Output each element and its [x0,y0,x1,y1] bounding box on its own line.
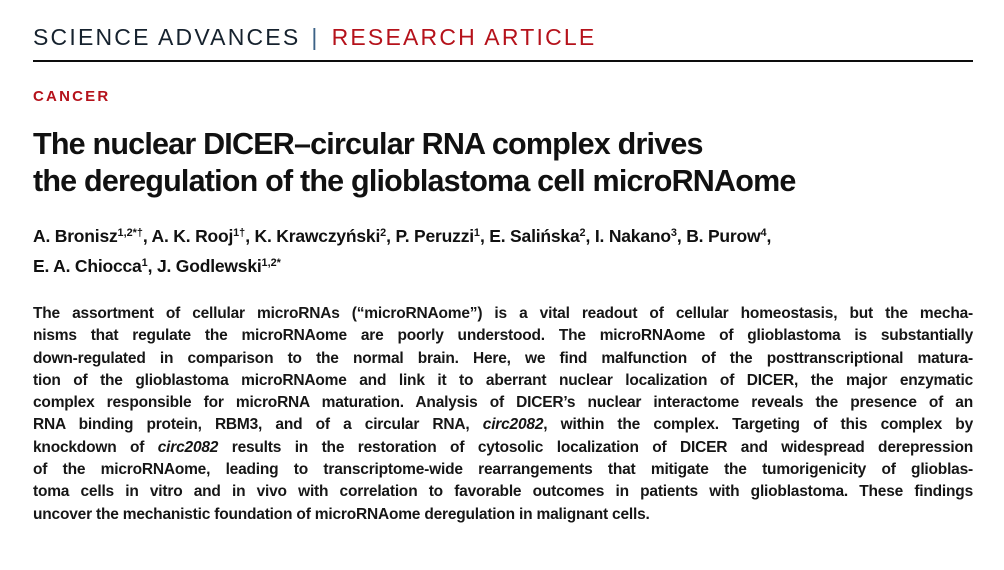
title-line-2: the deregulation of the glioblastoma cel… [33,164,796,198]
text-segment: , A. K. Rooj [142,226,234,246]
text-segment: uncover the mechanistic foundation of mi… [33,505,650,523]
abstract-line: knockdown of circ2082 results in the res… [33,437,973,459]
affiliation-superscript: 3 [670,227,677,240]
subject-category: CANCER [33,88,111,105]
italic-text: circ2082 [482,416,544,434]
affiliation-superscript: 2 [380,227,387,240]
text-segment: complex responsible for microRNA maturat… [33,394,973,412]
masthead: SCIENCE ADVANCES | RESEARCH ARTICLE [33,26,973,49]
abstract: The assortment of cellular microRNAs (“m… [33,303,973,526]
abstract-line: down-regulated in comparison to the norm… [33,348,973,370]
article-title: The nuclear DICER–circular RNA complex d… [33,126,973,200]
affiliation-superscript: 2 [579,227,586,240]
text-segment: of the microRNAome, leading to transcrip… [33,461,973,479]
masthead-separator: | [311,24,320,50]
text-segment: , B. Purow [676,226,761,246]
text-segment: tion of the glioblastoma microRNAome and… [33,371,973,389]
text-segment: The assortment of cellular microRNAs (“m… [33,305,973,322]
affiliation-superscript: 1 [473,227,480,240]
journal-name: SCIENCE ADVANCES [33,24,301,50]
affiliation-superscript: 4 [760,227,767,240]
text-segment: nisms that regulate the microRNAome are … [33,327,973,345]
text-segment: A. Bronisz [33,226,118,246]
text-segment: , J. Godlewski [147,256,262,276]
affiliation-superscript: 1,2*† [117,227,143,240]
author-line: E. A. Chiocca1, J. Godlewski1,2* [33,253,973,283]
text-segment: , P. Peruzzi [386,226,474,246]
abstract-line: of the microRNAome, leading to transcrip… [33,459,973,481]
author-line: A. Bronisz1,2*†, A. K. Rooj1†, K. Krawcz… [33,223,973,253]
article-type-label: RESEARCH ARTICLE [331,24,597,50]
text-segment: , within the complex. Targeting of this … [543,416,973,434]
text-segment: RNA binding protein, RBM3, and of a circ… [33,416,483,434]
masthead-rule [33,60,973,62]
text-segment: , K. Krawczyński [245,226,381,246]
text-segment: down-regulated in comparison to the norm… [33,349,973,367]
text-segment: knockdown of [33,438,158,456]
abstract-line: complex responsible for microRNA maturat… [33,392,973,414]
text-segment: , [766,226,772,246]
affiliation-superscript: 1† [233,227,246,240]
author-list: A. Bronisz1,2*†, A. K. Rooj1†, K. Krawcz… [33,223,973,283]
italic-text: circ2082 [157,438,219,456]
abstract-line: tion of the glioblastoma microRNAome and… [33,370,973,392]
abstract-line: The assortment of cellular microRNAs (“m… [33,303,973,325]
text-segment: , E. Salińska [479,226,580,246]
text-segment: toma cells in vitro and in vivo with cor… [33,483,973,501]
text-segment: E. A. Chiocca [33,256,142,276]
title-line-1: The nuclear DICER–circular RNA complex d… [33,127,704,161]
affiliation-superscript: 1 [141,257,148,270]
text-segment: results in the restoration of cytosolic … [218,438,974,456]
text-segment: , I. Nakano [585,226,672,246]
abstract-line: nisms that regulate the microRNAome are … [33,325,973,347]
abstract-line: uncover the mechanistic foundation of mi… [33,504,973,526]
affiliation-superscript: 1,2* [261,257,281,270]
abstract-line: RNA binding protein, RBM3, and of a circ… [33,414,973,436]
article-page: SCIENCE ADVANCES | RESEARCH ARTICLE CANCER… [0,26,1004,526]
abstract-line: toma cells in vitro and in vivo with cor… [33,481,973,503]
